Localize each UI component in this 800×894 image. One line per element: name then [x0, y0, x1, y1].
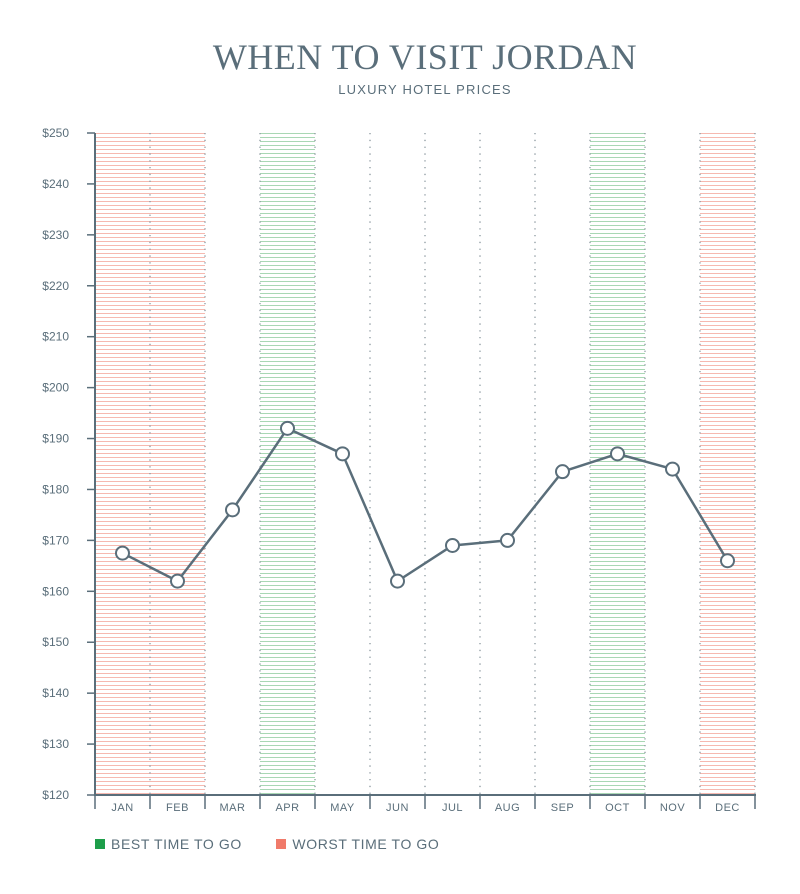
data-point-feb — [170, 573, 185, 589]
worst-month-band-jan — [95, 133, 150, 795]
x-tick-label: JUN — [386, 802, 409, 814]
y-tick-label: $230 — [42, 228, 69, 242]
data-point-nov — [665, 461, 680, 477]
data-point-sep — [555, 464, 570, 480]
price-line — [121, 427, 729, 583]
x-tick-label: FEB — [166, 802, 189, 814]
legend-item-worst: WORST TIME TO GO — [276, 836, 439, 852]
data-point-apr — [280, 420, 295, 436]
chart-subtitle: LUXURY HOTEL PRICES — [338, 82, 512, 97]
worst-month-band-feb — [150, 133, 205, 795]
legend-label-best: BEST TIME TO GO — [111, 836, 242, 852]
x-tick-label: DEC — [715, 802, 740, 814]
best-month-band-oct — [590, 133, 645, 795]
data-point-jan — [115, 545, 130, 561]
worst-month-band-dec — [700, 133, 755, 795]
data-point-dec — [720, 553, 735, 569]
x-tick-label: JUL — [442, 802, 463, 814]
data-point-jun — [390, 573, 405, 589]
data-point-aug — [500, 532, 515, 548]
y-tick-label: $160 — [42, 584, 69, 598]
x-tick-label: MAY — [330, 802, 355, 814]
x-tick-label: APR — [275, 802, 299, 814]
legend-swatch-best — [95, 839, 105, 849]
y-tick-label: $240 — [42, 177, 69, 191]
data-point-may — [335, 446, 350, 462]
legend-item-best: BEST TIME TO GO — [95, 836, 242, 852]
chart-title: WHEN TO VISIT JORDAN — [212, 37, 638, 77]
x-tick-label: MAR — [220, 802, 246, 814]
data-point-jul — [445, 537, 460, 553]
best-month-band-apr — [260, 133, 315, 795]
y-tick-label: $220 — [42, 279, 69, 293]
y-tick-label: $150 — [42, 635, 69, 649]
y-tick-label: $190 — [42, 432, 69, 446]
x-tick-label: AUG — [495, 802, 520, 814]
x-tick-label: NOV — [660, 802, 686, 814]
legend-swatch-worst — [276, 839, 287, 849]
x-tick-label: SEP — [551, 802, 575, 814]
y-tick-label: $140 — [42, 686, 69, 700]
x-tick-label: JAN — [111, 802, 133, 814]
x-tick-label: OCT — [605, 802, 630, 814]
y-tick-label: $130 — [42, 737, 69, 751]
legend-label-worst: WORST TIME TO GO — [292, 836, 440, 852]
y-tick-label: $250 — [42, 126, 69, 140]
y-tick-label: $210 — [42, 330, 69, 344]
y-tick-label: $120 — [42, 788, 69, 802]
data-point-oct — [610, 446, 625, 462]
legend: BEST TIME TO GO WORST TIME TO GO — [95, 836, 469, 852]
y-tick-label: $170 — [42, 533, 69, 547]
y-tick-label: $180 — [42, 482, 69, 496]
data-point-mar — [225, 502, 240, 518]
y-tick-label: $200 — [42, 381, 69, 395]
